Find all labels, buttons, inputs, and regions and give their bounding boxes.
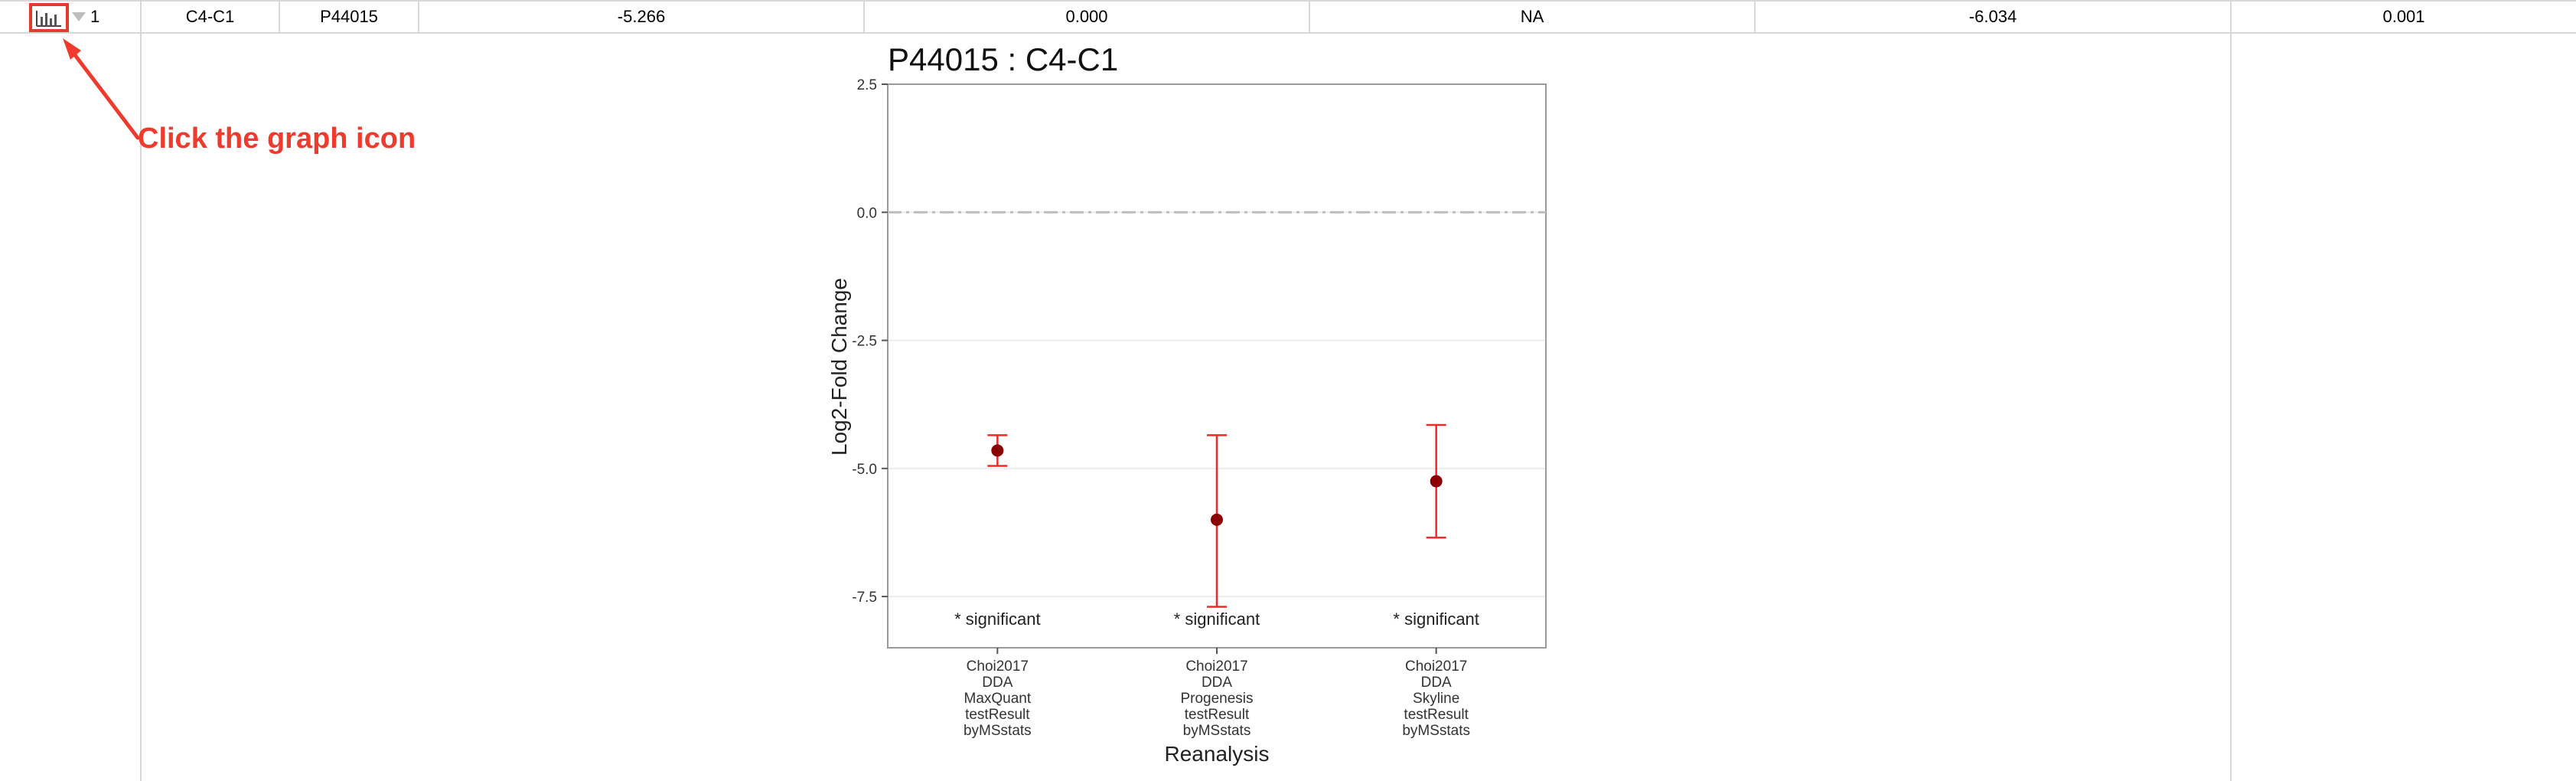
fold-change-chart: P44015 : C4-C1 2.5 0.0 -2.5 -5.0 -7.5 Choi201…: [827, 41, 1547, 766]
y-tick-label: -7.5: [852, 590, 877, 606]
column-divider: [2230, 2, 2232, 781]
value-cell: 0.001: [2382, 7, 2425, 26]
x-tick-label: Choi2017 DDA MaxQuant testResult byMSstats: [964, 658, 1032, 739]
significance-label: * significant: [1174, 609, 1260, 629]
significance-label: * significant: [954, 609, 1041, 629]
bar-chart-icon: [36, 11, 61, 27]
column-divider: [418, 2, 419, 32]
plot-area: 2.5 0.0 -2.5 -5.0 -7.5 Choi2017 DDA MaxQuant tes…: [852, 77, 1547, 739]
y-tick-label: -5.0: [852, 462, 877, 478]
data-point: [1430, 475, 1443, 488]
contrast-cell: C4-C1: [185, 7, 235, 26]
value-cell: NA: [1520, 7, 1544, 26]
column-divider: [1309, 2, 1310, 32]
y-tick-label: 2.5: [857, 77, 877, 93]
data-point: [1211, 513, 1223, 526]
data-point: [991, 444, 1004, 457]
graph-button[interactable]: [29, 3, 69, 32]
column-divider: [140, 2, 142, 781]
value-cell: -5.266: [617, 7, 666, 26]
y-axis-label: Log2-Fold Change: [827, 278, 851, 456]
arrow-icon: [63, 38, 140, 140]
protein-cell: P44015: [320, 7, 378, 26]
y-tick-label: 0.0: [857, 205, 877, 221]
instruction-annotation: Click the graph icon: [138, 123, 416, 155]
chart-title: P44015 : C4-C1: [888, 41, 1118, 77]
value-cell: 0.000: [1065, 7, 1108, 26]
y-tick-label: -2.5: [852, 334, 877, 350]
x-axis-label: Reanalysis: [1165, 742, 1270, 766]
column-divider: [863, 2, 865, 32]
column-divider: [279, 2, 280, 32]
x-tick-label: Choi2017 DDA Progenesis testResult byMSstats: [1180, 658, 1253, 739]
significance-label: * significant: [1393, 609, 1479, 629]
row-number: 1: [90, 7, 100, 26]
sort-arrow-icon[interactable]: [72, 12, 86, 21]
column-divider: [1754, 2, 1756, 32]
value-cell: -6.034: [1968, 7, 2017, 26]
x-tick-label: Choi2017 DDA Skyline testResult byMSstats: [1402, 658, 1470, 739]
